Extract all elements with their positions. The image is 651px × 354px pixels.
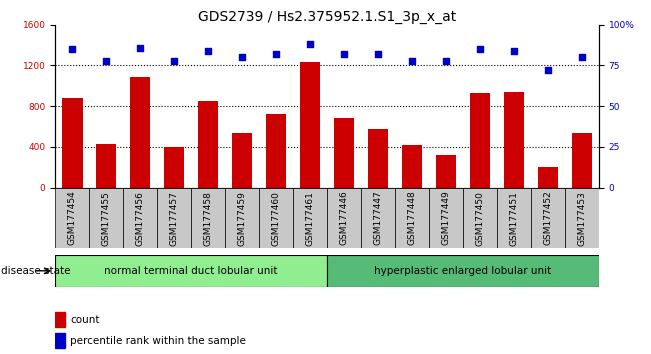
Point [135,45,145,50]
Point [339,51,350,57]
Bar [89,188,123,248]
Point [237,55,247,60]
Bar [266,114,286,188]
Text: count: count [70,315,100,325]
Text: GSM177459: GSM177459 [238,190,247,246]
Point [67,46,77,52]
Title: GDS2739 / Hs2.375952.1.S1_3p_x_at: GDS2739 / Hs2.375952.1.S1_3p_x_at [198,10,456,24]
Bar [402,145,422,188]
Bar [565,188,599,248]
Bar [191,188,225,248]
Bar [368,129,388,188]
Text: GSM177456: GSM177456 [136,190,145,246]
Text: GSM177460: GSM177460 [271,190,281,246]
Bar [55,255,327,287]
Bar [327,255,599,287]
Point [509,48,519,54]
Bar [198,101,219,188]
Bar [538,167,558,188]
Bar [164,147,184,188]
Text: GSM177454: GSM177454 [68,190,77,245]
Text: GSM177451: GSM177451 [510,190,518,246]
Point [271,51,281,57]
Text: GSM177448: GSM177448 [408,190,417,245]
Text: disease state: disease state [1,266,71,276]
Text: GSM177450: GSM177450 [475,190,484,246]
Bar [531,188,565,248]
Point [101,58,111,63]
Bar [395,188,429,248]
Point [169,58,180,63]
Text: percentile rank within the sample: percentile rank within the sample [70,336,246,346]
Bar [55,312,65,327]
Bar [130,77,150,188]
Bar [497,188,531,248]
Text: GSM177457: GSM177457 [170,190,179,246]
Bar [55,188,89,248]
Bar [123,188,158,248]
Bar [470,93,490,188]
Text: GSM177455: GSM177455 [102,190,111,246]
Bar [293,188,327,248]
Text: normal terminal duct lobular unit: normal terminal duct lobular unit [104,266,278,276]
Bar [232,133,253,188]
Point [543,68,553,73]
Bar [463,188,497,248]
Text: hyperplastic enlarged lobular unit: hyperplastic enlarged lobular unit [374,266,551,276]
Bar [96,144,117,188]
Bar [225,188,259,248]
Point [577,55,587,60]
Bar [504,92,524,188]
Point [373,51,383,57]
Text: GSM177461: GSM177461 [305,190,314,246]
Bar [259,188,293,248]
Point [441,58,451,63]
Point [203,48,214,54]
Bar [300,62,320,188]
Bar [429,188,463,248]
Bar [436,155,456,188]
Bar [572,133,592,188]
Bar [62,98,83,188]
Text: GSM177446: GSM177446 [340,190,349,245]
Text: GSM177449: GSM177449 [441,190,450,245]
Bar [55,333,65,348]
Bar [361,188,395,248]
Point [305,41,315,47]
Text: GSM177453: GSM177453 [577,190,587,246]
Bar [158,188,191,248]
Text: GSM177447: GSM177447 [374,190,383,245]
Bar [334,118,354,188]
Text: GSM177452: GSM177452 [544,190,553,245]
Bar [327,188,361,248]
Text: GSM177458: GSM177458 [204,190,213,246]
Point [475,46,485,52]
Point [407,58,417,63]
